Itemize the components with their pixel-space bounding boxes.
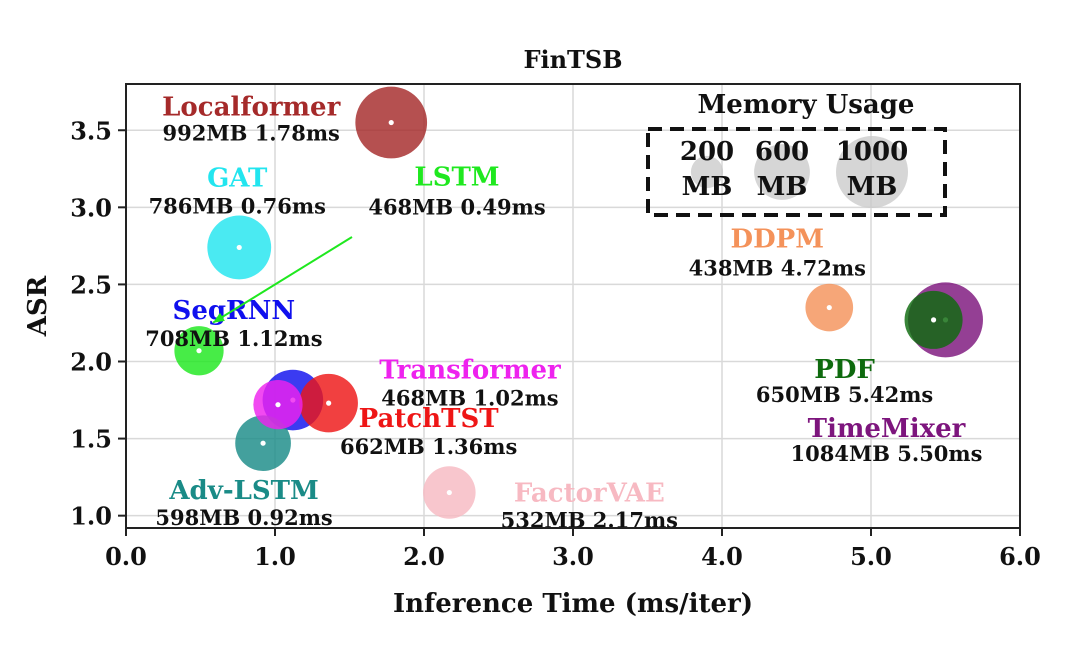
legend-unit: MB: [847, 172, 898, 202]
chart-title: FinTSB: [523, 45, 622, 74]
label-name-factorvae: FactorVAE: [514, 479, 665, 509]
x-tick-label: 1.0: [254, 542, 296, 571]
label-stats-adv-lstm: 598MB 0.92ms: [155, 505, 332, 530]
x-tick-label: 4.0: [701, 542, 743, 571]
legend-label: 600: [755, 137, 809, 167]
y-tick-label: 2.5: [70, 270, 112, 299]
x-tick-label: 3.0: [552, 542, 594, 571]
legend-box: [646, 127, 947, 217]
label-name-transformer: Transformer: [379, 356, 561, 386]
bubble-center-patchtst: [326, 400, 332, 406]
x-tick-label: 6.0: [999, 542, 1041, 571]
label-stats-segrnn: 708MB 1.12ms: [145, 326, 322, 351]
label-name-segrnn: SegRNN: [173, 296, 296, 326]
legend: Memory Usage 200 MB 600 MB 1000 MB: [646, 90, 947, 217]
bubble-center-gat: [236, 244, 242, 251]
bubble-center-ddpm: [826, 304, 832, 311]
label-name-timemixer: TimeMixer: [808, 414, 966, 444]
label-name-adv-lstm: Adv-LSTM: [168, 476, 318, 506]
label-stats-pdf: 650MB 5.42ms: [756, 382, 933, 407]
lstm-arrow-head: [213, 312, 225, 323]
data-points: [174, 86, 983, 519]
legend-unit: MB: [757, 172, 808, 202]
label-stats-lstm: 468MB 0.49ms: [368, 195, 545, 220]
y-tick-label: 1.0: [70, 502, 112, 531]
tick-labels: 0.0 1.0 2.0 3.0 4.0 5.0 6.0 1.0 1.5 2.0 2.5 3.0 3.5: [70, 116, 1041, 571]
x-tick-label: 0.0: [105, 542, 147, 571]
y-tick-label: 2.0: [70, 348, 112, 377]
label-name-patchtst: PatchTST: [359, 404, 500, 434]
label-stats-ddpm: 438MB 4.72ms: [689, 256, 866, 281]
bubble-center-adv-lstm: [260, 440, 266, 446]
legend-bubble-200: [690, 155, 724, 189]
x-tick-label: 2.0: [403, 542, 445, 571]
bubble-center-factorvae: [446, 489, 452, 496]
x-tick-label: 5.0: [850, 542, 892, 571]
plot-frame: [125, 83, 1021, 529]
label-stats-gat: 786MB 0.76ms: [149, 193, 326, 218]
y-tick-label: 3.0: [70, 193, 112, 222]
label-name-localformer: Localformer: [162, 93, 340, 123]
legend-title: Memory Usage: [698, 90, 915, 120]
legend-label: 1000: [836, 137, 908, 167]
bubble-center-pdf: [930, 317, 937, 323]
label-stats-localformer: 992MB 1.78ms: [163, 121, 340, 146]
label-name-pdf: PDF: [814, 355, 875, 385]
y-tick-label: 3.5: [70, 116, 112, 145]
label-stats-transformer: 468MB 1.02ms: [381, 386, 558, 411]
bubble-center-localformer: [388, 119, 394, 126]
legend-label: 200: [680, 137, 734, 167]
label-stats-timemixer: 1084MB 5.50ms: [791, 441, 983, 466]
lstm-arrow-line: [212, 236, 353, 324]
y-tick-label: 1.5: [70, 425, 112, 454]
x-axis-title: Inference Time (ms/iter): [393, 589, 753, 619]
legend-unit: MB: [682, 172, 733, 202]
bubble-center-transformer: [275, 402, 281, 408]
label-name-lstm: LSTM: [414, 163, 499, 193]
label-stats-patchtst: 662MB 1.36ms: [340, 434, 517, 459]
y-axis-title: ASR: [23, 275, 53, 337]
legend-bubble-1000: [836, 136, 908, 208]
label-name-ddpm: DDPM: [731, 225, 824, 255]
legend-bubble-600: [754, 144, 810, 200]
label-name-gat: GAT: [207, 163, 268, 193]
bubble-center-lstm: [196, 348, 202, 354]
